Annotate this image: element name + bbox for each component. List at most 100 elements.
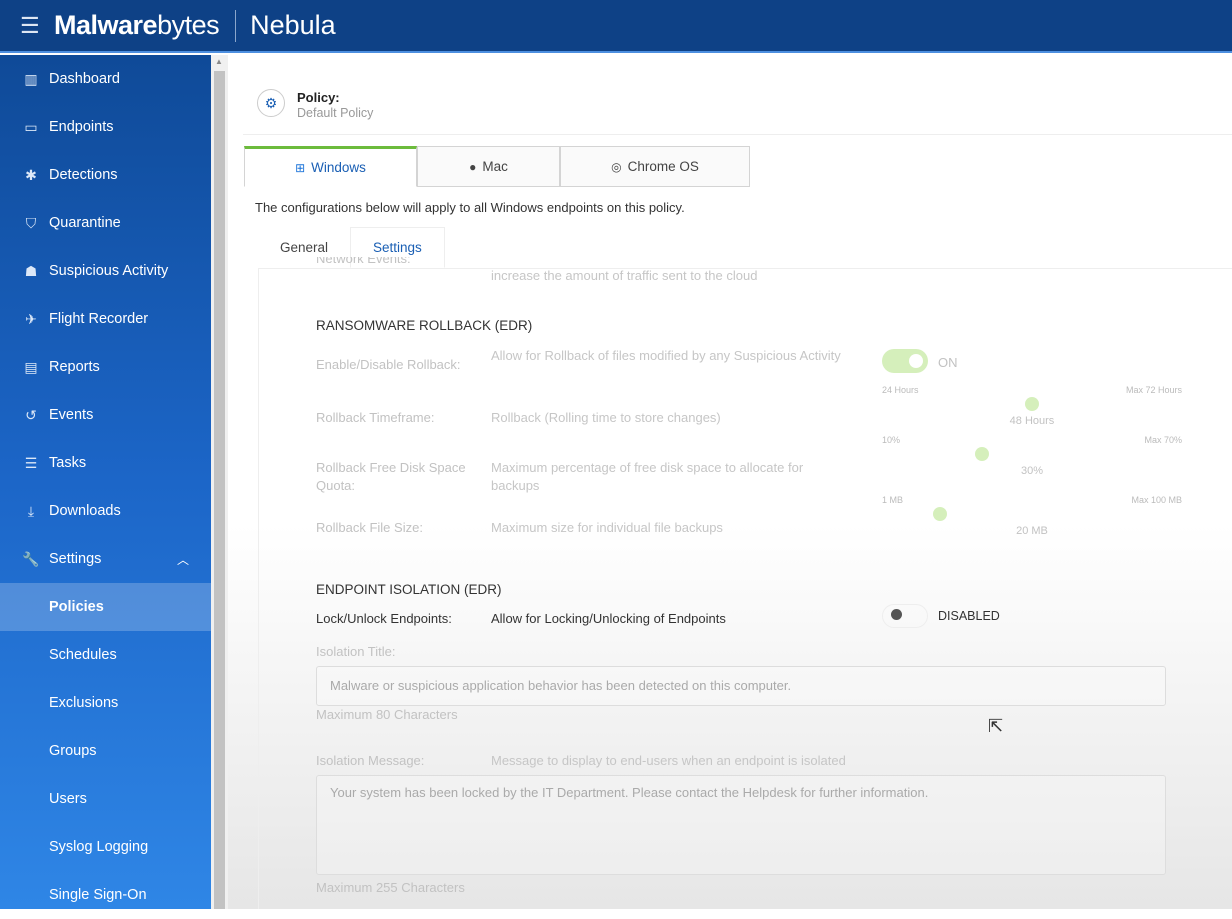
rollback-enable-label: Enable/Disable Rollback: — [316, 357, 461, 372]
sidebar-item-label: Flight Recorder — [49, 311, 149, 327]
hamburger-menu-icon[interactable]: ☰ — [20, 12, 40, 38]
spy-icon: ☗ — [24, 262, 38, 279]
logo[interactable]: Malwarebytes — [54, 10, 220, 40]
monitor-icon: ▭ — [24, 118, 38, 135]
lock-desc: Allow for Locking/Unlocking of Endpoints — [491, 611, 726, 626]
rollback-quota-label: Rollback Free Disk Space Quota: — [316, 460, 466, 493]
top-bar: ☰ Malwarebytes Nebula — [0, 0, 1232, 53]
sidebar-item-single-sign-on[interactable]: Single Sign-On — [49, 887, 147, 903]
gear-icon: ⚙ — [257, 89, 285, 117]
os-tabs: ⊞ Windows ● Mac ◎ Chrome OS — [244, 146, 750, 187]
sidebar-item-label: Dashboard — [49, 71, 120, 87]
sidebar-item-flight-recorder[interactable]: ✈ Flight Recorder — [0, 295, 211, 343]
sidebar-item-quarantine[interactable]: ⛉ Quarantine — [0, 199, 211, 247]
wrench-icon: 🔧 — [22, 550, 40, 567]
rollback-enable-desc: Allow for Rollback of files modified by … — [491, 348, 841, 363]
rollback-toggle-state: ON — [938, 355, 958, 370]
rollback-file-size-max: Max 100 MB — [1131, 495, 1182, 505]
rollback-timeframe-value: 48 Hours — [1009, 415, 1055, 427]
sidebar-item-endpoints[interactable]: ▭ Endpoints — [0, 103, 211, 151]
sidebar: ▥ Dashboard ▭ Endpoints ✱ Detections ⛉ Quaranti… — [0, 55, 211, 909]
lock-label: Lock/Unlock Endpoints: — [316, 611, 452, 626]
bug-icon: ✱ — [25, 166, 37, 183]
rollback-quota-min: 10% — [882, 435, 901, 445]
sidebar-item-label: Events — [49, 407, 94, 423]
sidebar-item-label: Settings — [49, 551, 102, 567]
sidebar-item-tasks[interactable]: ☰ Tasks — [0, 439, 211, 487]
sidebar-item-users[interactable]: Users — [49, 791, 87, 807]
tab-windows[interactable]: ⊞ Windows — [244, 146, 417, 187]
rollback-toggle[interactable] — [882, 349, 928, 373]
tab-general[interactable]: General — [280, 240, 329, 255]
tab-label: Mac — [482, 159, 508, 174]
policy-name: Default Policy — [297, 106, 374, 120]
rollback-file-size-desc: Maximum size for individual file backups — [491, 520, 723, 535]
tab-chrome-os[interactable]: ◎ Chrome OS — [560, 146, 750, 187]
apple-icon: ● — [469, 159, 477, 174]
sidebar-item-label: Reports — [49, 359, 100, 375]
isolation-message-desc: Message to display to end-users when an … — [491, 753, 846, 768]
sidebar-item-label: Suspicious Activity — [49, 263, 169, 279]
tab-label: Windows — [311, 160, 366, 175]
chrome-icon: ◎ — [611, 159, 622, 174]
rollback-quota-slider-thumb[interactable] — [975, 447, 989, 461]
rollback-quota-max: Max 70% — [1144, 435, 1182, 445]
sidebar-item-label: Endpoints — [49, 119, 114, 135]
download-icon: ⤓ — [27, 502, 35, 519]
paper-plane-icon: ✈ — [25, 310, 37, 327]
scroll-up-icon[interactable]: ▲ — [215, 57, 223, 66]
product-name: Nebula — [250, 10, 336, 40]
bar-chart-icon: ▥ — [24, 70, 38, 87]
rollback-timeframe-min: 24 Hours — [882, 385, 919, 395]
sidebar-item-label: Detections — [49, 167, 118, 183]
policy-note: The configurations below will apply to a… — [255, 200, 685, 215]
settings-panel: Network Events: increase the amount of t… — [258, 257, 1232, 909]
tab-settings[interactable]: Settings — [350, 227, 445, 268]
windows-icon: ⊞ — [295, 160, 306, 175]
sidebar-item-settings[interactable]: 🔧 Settings ︿ — [0, 535, 211, 583]
sidebar-item-schedules[interactable]: Schedules — [49, 647, 117, 663]
sidebar-item-label: Downloads — [49, 503, 121, 519]
chevron-up-icon[interactable]: ︿ — [176, 552, 189, 567]
sidebar-item-suspicious-activity[interactable]: ☗ Suspicious Activity — [0, 247, 211, 295]
rollback-timeframe-max: Max 72 Hours — [1125, 385, 1182, 395]
rollback-timeframe-desc: Rollback (Rolling time to store changes) — [491, 410, 721, 425]
isolation-message-textarea[interactable]: Your system has been locked by the IT De… — [316, 775, 1166, 875]
isolation-heading: ENDPOINT ISOLATION (EDR) — [316, 582, 502, 597]
divider — [235, 9, 237, 42]
isolation-title-label: Isolation Title: — [316, 644, 396, 659]
sidebar-item-label: Tasks — [49, 455, 87, 471]
sidebar-item-exclusions[interactable]: Exclusions — [49, 695, 119, 711]
sidebar-item-syslog-logging[interactable]: Syslog Logging — [49, 839, 149, 855]
rollback-file-size-label: Rollback File Size: — [316, 520, 423, 535]
rollback-file-size-value: 20 MB — [1016, 525, 1048, 537]
shield-icon: ⛉ — [25, 214, 37, 231]
policy-header: ⚙ Policy: Default Policy — [243, 73, 1232, 135]
mouse-cursor-icon: ⇱ — [988, 716, 1004, 736]
isolation-message-label: Isolation Message: — [316, 753, 425, 768]
document-icon: ▤ — [24, 358, 38, 375]
sidebar-item-detections[interactable]: ✱ Detections — [0, 151, 211, 199]
sidebar-item-reports[interactable]: ▤ Reports — [0, 343, 211, 391]
lock-toggle[interactable] — [882, 604, 928, 628]
scrollbar[interactable]: ▲ — [211, 55, 228, 909]
rollback-quota-value: 30% — [1020, 465, 1044, 477]
sidebar-item-downloads[interactable]: ⤓ Downloads — [0, 487, 211, 535]
sidebar-item-dashboard[interactable]: ▥ Dashboard — [0, 55, 211, 103]
isolation-title-input[interactable]: Malware or suspicious application behavi… — [316, 666, 1166, 706]
sidebar-item-events[interactable]: ↺ Events — [0, 391, 211, 439]
rollback-file-size-slider-thumb[interactable] — [932, 507, 947, 521]
tab-mac[interactable]: ● Mac — [417, 146, 560, 187]
tab-label: Chrome OS — [627, 159, 699, 174]
lock-toggle-state: DISABLED — [938, 609, 1000, 623]
policy-title: Policy: — [297, 90, 340, 105]
main-content: ⚙ Policy: Default Policy ⊞ Windows ● Mac ◎… — [228, 55, 1232, 909]
sidebar-item-groups[interactable]: Groups — [49, 743, 97, 759]
rollback-timeframe-slider-thumb[interactable] — [1025, 397, 1039, 411]
isolation-title-hint: Maximum 80 Characters — [316, 707, 458, 722]
scrollbar-thumb[interactable] — [214, 71, 225, 909]
rollback-heading: RANSOMWARE ROLLBACK (EDR) — [316, 318, 533, 333]
sidebar-item-policies[interactable]: Policies — [0, 583, 211, 631]
sub-tabs: General Settings — [258, 227, 1232, 269]
history-icon: ↺ — [25, 406, 37, 423]
